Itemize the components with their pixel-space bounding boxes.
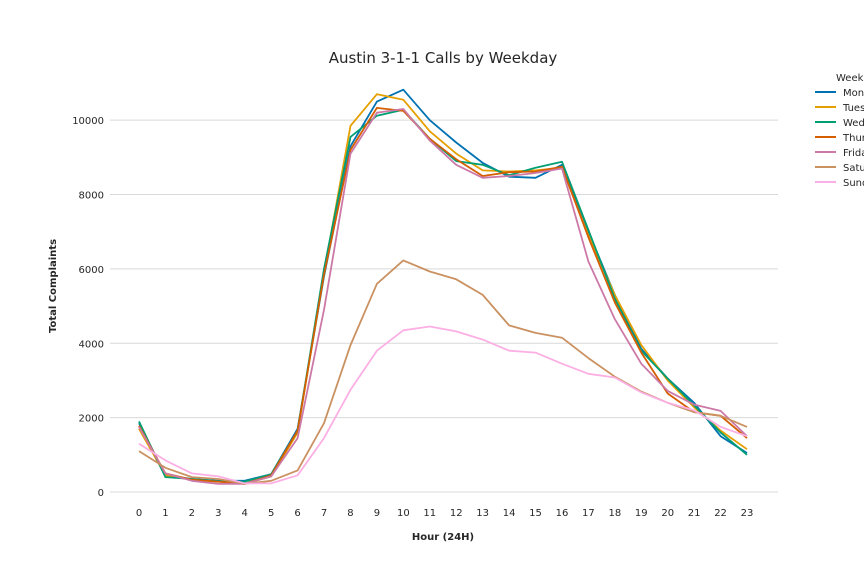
x-tick-label: 20 — [661, 508, 674, 519]
x-axis-title: Hour (24H) — [412, 532, 474, 543]
series-line-sunday — [138, 325, 748, 485]
x-axis-ticks: 0 1 2 3 4 5 6 7 8 9 10 11 12 13 14 15 16 17 18 19 20 21 22 23 — [136, 508, 754, 519]
legend-label: Monday — [843, 88, 864, 99]
legend-title: Weekday — [836, 73, 864, 84]
legend-item-wednesday: Wednesday — [815, 118, 864, 129]
x-tick-label: 11 — [423, 508, 436, 519]
legend-item-saturday: Saturday — [815, 163, 864, 174]
legend: Weekday Monday Tuesday Wednesday Thursday Fr… — [815, 73, 864, 189]
y-axis-ticks: 0 2000 4000 6000 8000 10000 — [72, 116, 104, 499]
x-tick-label: 2 — [189, 508, 195, 519]
gridlines — [110, 119, 778, 493]
legend-item-thursday: Thursday — [815, 133, 864, 144]
series-line-thursday — [138, 107, 748, 485]
series-line-friday — [138, 108, 748, 485]
x-tick-label: 5 — [268, 508, 274, 519]
y-tick-label: 4000 — [79, 339, 104, 350]
legend-label: Sunday — [843, 178, 864, 189]
x-tick-label: 15 — [529, 508, 542, 519]
x-tick-label: 8 — [347, 508, 353, 519]
x-tick-label: 9 — [374, 508, 380, 519]
legend-label: Wednesday — [843, 118, 864, 129]
x-tick-label: 6 — [294, 508, 300, 519]
x-tick-label: 14 — [503, 508, 516, 519]
y-tick-label: 6000 — [79, 265, 104, 276]
legend-item-sunday: Sunday — [815, 178, 864, 189]
legend-item-monday: Monday — [815, 88, 864, 99]
y-tick-label: 10000 — [72, 116, 104, 127]
legend-label: Thursday — [842, 133, 864, 144]
series-lines — [138, 88, 748, 485]
series-line-saturday — [138, 259, 748, 485]
y-tick-label: 8000 — [79, 191, 104, 202]
y-tick-label: 2000 — [79, 414, 104, 425]
x-tick-label: 17 — [582, 508, 595, 519]
x-tick-label: 7 — [321, 508, 327, 519]
y-axis-title: Total Complaints — [48, 239, 59, 333]
x-tick-label: 19 — [635, 508, 648, 519]
x-tick-label: 22 — [714, 508, 727, 519]
x-tick-label: 16 — [556, 508, 569, 519]
x-tick-label: 3 — [215, 508, 221, 519]
legend-label: Saturday — [843, 163, 864, 174]
legend-item-tuesday: Tuesday — [815, 103, 864, 114]
x-tick-label: 18 — [608, 508, 621, 519]
legend-label: Tuesday — [842, 103, 864, 114]
legend-label: Friday — [843, 148, 864, 159]
x-tick-label: 1 — [162, 508, 168, 519]
x-tick-label: 10 — [397, 508, 410, 519]
x-tick-label: 4 — [242, 508, 248, 519]
legend-item-friday: Friday — [815, 148, 864, 159]
series-line-wednesday — [138, 108, 748, 483]
y-tick-label: 0 — [98, 488, 104, 499]
x-tick-label: 0 — [136, 508, 142, 519]
x-tick-label: 23 — [741, 508, 754, 519]
x-tick-label: 21 — [688, 508, 701, 519]
x-tick-label: 12 — [450, 508, 463, 519]
x-tick-label: 13 — [476, 508, 489, 519]
chart-title: Austin 3-1-1 Calls by Weekday — [329, 49, 558, 67]
